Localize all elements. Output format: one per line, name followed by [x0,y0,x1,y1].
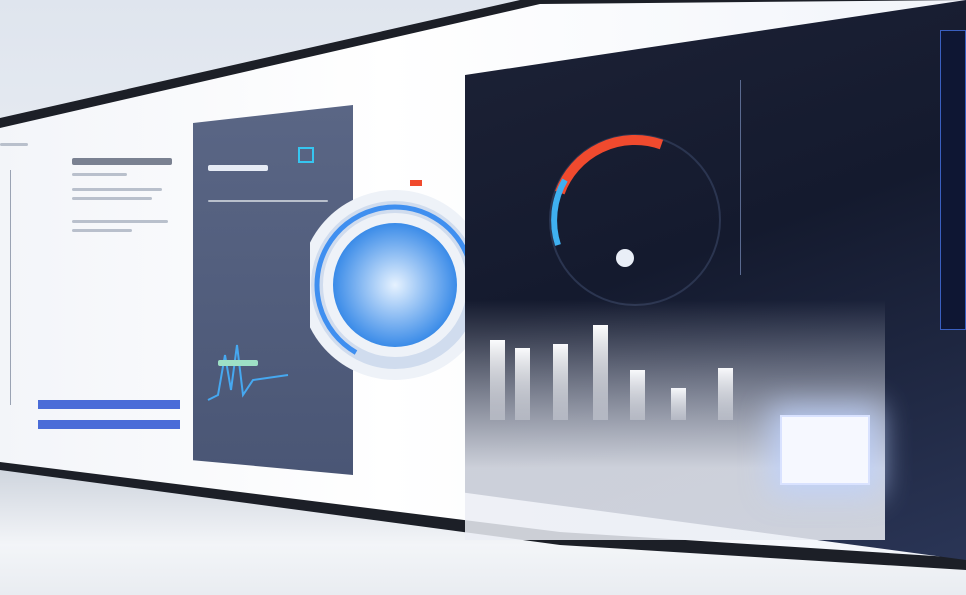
progress-bar [38,420,180,429]
card-icon [298,147,314,163]
side-schematic-panel [940,30,966,330]
left-panel [0,143,172,238]
ring-progress [314,204,470,366]
timeline-line [10,170,11,405]
ring-chart [310,180,470,380]
glowing-card [780,415,870,485]
line-chart-icon [207,344,289,401]
gauge [549,134,721,306]
progress-bar [38,400,180,409]
gauge-progress [550,135,720,305]
